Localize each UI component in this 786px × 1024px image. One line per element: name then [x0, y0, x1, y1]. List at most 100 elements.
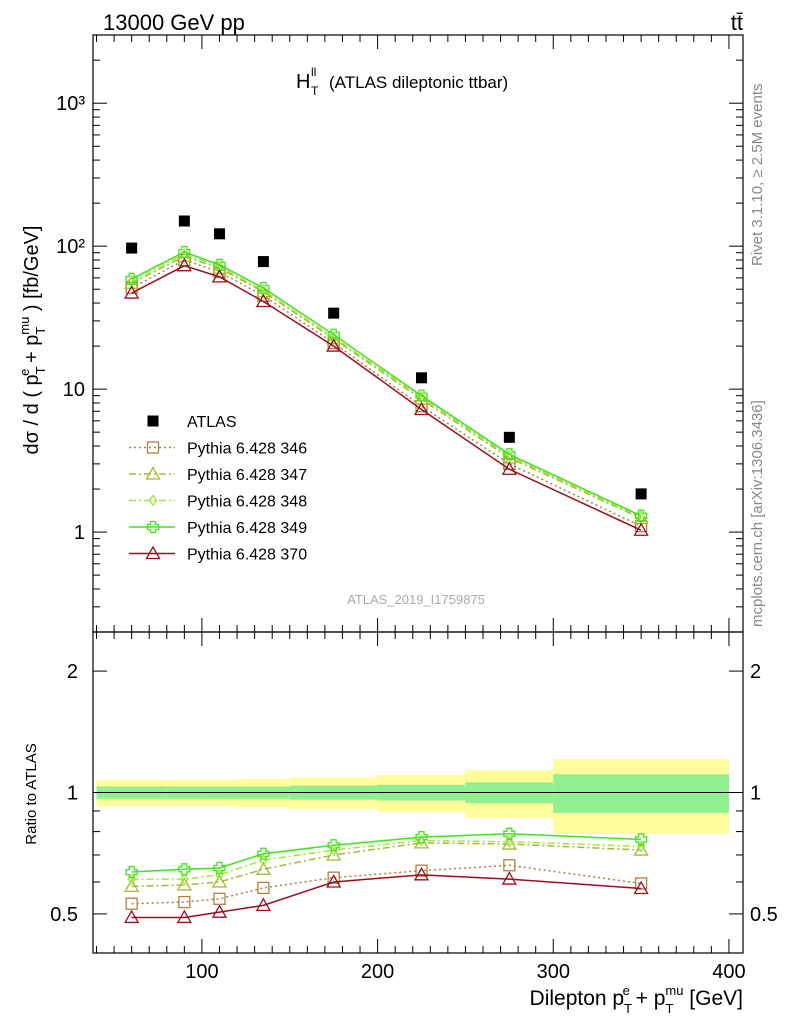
- ratio-data-point: [178, 895, 191, 909]
- analysis-id: ATLAS_2019_I1759875: [347, 592, 485, 607]
- main-series-group: [124, 215, 649, 536]
- series-line: [131, 259, 642, 527]
- ratio-data-point: [505, 835, 514, 848]
- ylabel-sup-mu: mu: [17, 317, 32, 335]
- xlabel-sub-t1: T: [624, 1001, 632, 1016]
- legend-label: ATLAS: [187, 414, 237, 431]
- main-title-superscript: ll: [311, 65, 316, 79]
- data-point: [634, 509, 648, 522]
- ratio-data-point: [255, 861, 272, 875]
- ratio-data-point: [125, 897, 138, 910]
- ratio-data-point: [413, 867, 430, 881]
- data-point: [257, 256, 269, 268]
- energy-label: 13000 GeV pp: [103, 10, 245, 35]
- ratio-data-point: [178, 863, 191, 876]
- ratio-data-point: [211, 874, 228, 888]
- ratio-series-group: [124, 827, 649, 924]
- ratio-data-point: [415, 864, 428, 877]
- data-point: [503, 448, 516, 461]
- data-point: [125, 272, 138, 286]
- ylabel-sub-t1: T: [33, 366, 48, 374]
- data-point: [326, 338, 342, 352]
- x-tick-label: 200: [361, 961, 394, 983]
- ratio-data-point: [503, 827, 516, 840]
- series-line: [131, 264, 642, 531]
- series-0: [126, 215, 647, 500]
- ratio-series-line: [131, 864, 642, 905]
- ratio-data-point: [176, 877, 192, 891]
- ratio-series-0: [125, 859, 648, 910]
- ratio-data-point: [257, 847, 270, 860]
- ratio-data-point: [415, 830, 428, 844]
- data-point: [213, 228, 225, 240]
- data-point: [178, 215, 190, 227]
- ratio-y-axis-label: Ratio to ATLAS: [23, 743, 40, 844]
- x-tick-label: 400: [712, 961, 745, 983]
- ylabel-part-2: + p: [21, 335, 43, 369]
- main-axis-ticks: 1 10 10² 10³: [56, 34, 743, 633]
- ratio-series-line: [131, 874, 642, 919]
- ratio-data-point: [213, 892, 226, 905]
- xlabel-sup-mu: mu: [665, 983, 683, 998]
- ratio-data-point: [180, 872, 189, 886]
- ratio-data-point: [413, 835, 430, 849]
- ylabel-part-3: ) [fb/GeV]: [21, 226, 43, 317]
- main-title-text: (ATLAS dileptonic ttbar): [329, 73, 508, 92]
- ratio-data-point: [327, 871, 340, 884]
- data-point: [633, 522, 649, 536]
- ratio-data-point: [125, 865, 138, 879]
- main-y-tick-label: 10³: [56, 93, 85, 115]
- ratio-data-point: [176, 909, 192, 924]
- data-point: [501, 461, 517, 475]
- ratio-data-point: [633, 842, 649, 856]
- data-point: [257, 281, 270, 295]
- legend-marker: [146, 441, 160, 454]
- ratio-data-point: [257, 881, 270, 895]
- data-point: [416, 372, 428, 384]
- ratio-data-point: [326, 847, 342, 861]
- ratio-data-point: [211, 904, 228, 918]
- ratio-data-point: [326, 874, 342, 888]
- series-5: [124, 257, 649, 536]
- ratio-series-line: [131, 839, 642, 880]
- series-line: [131, 255, 642, 519]
- process-label: tt̄: [731, 10, 743, 35]
- data-point: [211, 269, 228, 283]
- ylabel-part-1: dσ / d ( p: [21, 374, 43, 454]
- main-y-tick-label: 1: [74, 522, 85, 544]
- data-point: [503, 431, 515, 443]
- main-y-axis-label: dσ / d ( pTe + pTmu ) [fb/GeV]: [17, 226, 48, 455]
- data-point: [505, 449, 514, 463]
- ratio-y-tick-label-right: 2: [750, 661, 761, 683]
- data-point: [126, 242, 138, 254]
- data-point: [124, 285, 140, 299]
- ratio-series-4: [124, 867, 649, 924]
- x-tick-label: 300: [537, 961, 570, 983]
- stat-uncertainty-band: [553, 774, 729, 813]
- legend-label: Pythia 6.428 347: [187, 467, 307, 484]
- rivet-label: Rivet 3.1.10, ≥ 2.5M events: [749, 84, 766, 267]
- ratio-uncertainty-bands: [96, 759, 729, 834]
- ratio-data-point: [124, 909, 140, 924]
- xlabel-part-2: + p: [630, 987, 666, 1010]
- data-point: [635, 488, 647, 500]
- x-tick-label: 100: [185, 961, 218, 983]
- source-label: mcplots.cern.ch [arXiv:1306.3436]: [749, 400, 766, 627]
- main-y-tick-label: 10: [63, 379, 85, 401]
- ylabel-sub-t2: T: [33, 327, 48, 335]
- main-title: H ll T (ATLAS dileptonic ttbar): [296, 65, 508, 98]
- ratio-data-point: [124, 878, 140, 893]
- ratio-series-line: [131, 842, 642, 888]
- ratio-series-1: [124, 835, 649, 893]
- ratio-y-tick-label-right: 1: [750, 783, 761, 805]
- data-point: [255, 293, 272, 308]
- main-y-tick-label: 10²: [56, 236, 85, 258]
- main-panel-frame: [92, 34, 744, 633]
- ratio-data-point: [503, 859, 516, 872]
- data-point: [213, 258, 226, 272]
- legend-label: Pythia 6.428 349: [187, 520, 307, 537]
- data-point: [327, 328, 340, 341]
- xlabel-part-1: Dilepton p: [530, 987, 625, 1010]
- ratio-data-point: [634, 833, 648, 846]
- data-point: [415, 389, 428, 402]
